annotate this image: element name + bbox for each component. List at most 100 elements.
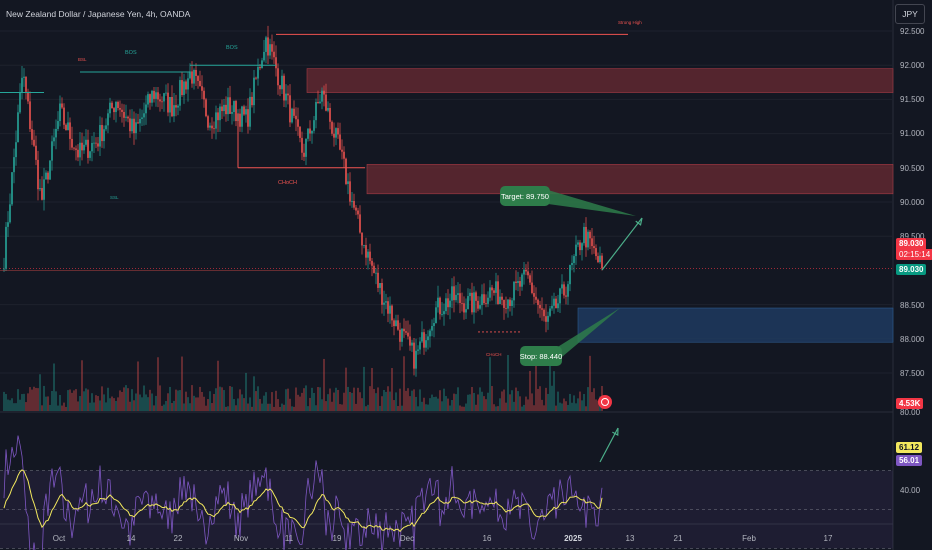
volume-bar [583,394,585,411]
record-icon[interactable] [598,395,612,409]
volume-bar [215,388,217,411]
candle-body [443,311,445,315]
volume-bar [463,406,465,411]
candle-body [583,226,585,244]
candle-body [525,269,527,272]
volume-bar [419,389,421,411]
volume-bar [21,394,23,411]
candle-body [299,126,301,138]
volume-bar [155,395,157,411]
volume-bar [591,392,593,411]
volume-bar [157,357,159,411]
volume-bar [367,404,369,411]
volume-bar [187,397,189,411]
candle-body [453,286,455,301]
volume-bar [543,405,545,411]
volume-bar [571,402,573,411]
volume-bar [237,398,239,411]
time-tick: 22 [173,534,183,543]
candle-body [567,284,569,297]
price-tick: 90.500 [900,164,925,173]
candle-body [577,242,579,245]
candle-body [359,214,361,233]
candle-body [167,92,169,113]
candle-body [193,69,195,84]
volume-bar [95,395,97,411]
volume-bar [177,390,179,411]
volume-bar [423,397,425,411]
candle-body [341,149,343,152]
volume-bar [503,389,505,411]
volume-badge: 4.53K [896,398,924,409]
volume-bar [365,406,367,411]
price-tick: 92.000 [900,61,925,70]
candle-body [99,125,101,147]
candle-body [109,102,111,114]
volume-bar [161,405,163,411]
currency-button[interactable]: JPY [895,4,925,24]
candle-body [79,142,81,158]
candle-body [559,288,561,304]
volume-bar [357,387,359,411]
volume-bar [135,393,137,411]
volume-bar [297,394,299,411]
volume-bar [349,391,351,411]
volume-bar [323,358,325,411]
volume-bar [129,401,131,411]
candle-body [165,92,167,94]
candle-body [63,107,65,125]
volume-bar [469,394,471,411]
volume-bar [487,392,489,411]
volume-bar [547,393,549,411]
volume-bar [491,386,493,411]
candle-body [189,71,191,79]
volume-bar [589,355,591,411]
candle-body [239,113,241,127]
volume-bar [131,389,133,411]
candle-body [27,91,29,102]
volume-bar [295,387,297,411]
candle-body [357,210,359,215]
candle-body [433,323,435,327]
candle-body [251,96,253,106]
volume-bar [401,405,403,411]
volume-bar [383,390,385,411]
candle-body [19,92,21,113]
candle-body [551,305,553,309]
candle-body [245,109,247,115]
candle-body [497,281,499,305]
demand-zone [577,307,894,343]
candle-body [571,262,573,266]
volume-bar [387,386,389,411]
candle-body [329,107,331,122]
candle-body [195,69,197,76]
price-tick: 89.500 [900,232,925,241]
candle-body [153,90,155,99]
volume-bar [223,390,225,411]
volume-bar [75,389,77,411]
candle-body [363,245,365,246]
candle-body [87,139,89,158]
volume-bar [577,398,579,411]
candle-body [219,106,221,121]
candle-body [91,142,93,152]
candle-body [351,200,353,202]
candle-body [143,113,145,118]
candle-body [501,296,503,300]
candle-body [135,122,137,134]
volume-bar [145,394,147,411]
candle-body [327,107,329,111]
volume-bar [97,396,99,411]
volume-bar [493,404,495,411]
volume-bar [431,394,433,411]
candle-body [319,101,321,104]
volume-bar [235,405,237,411]
volume-bar [7,399,9,411]
candle-body [257,67,259,79]
volume-bar [229,386,231,411]
candle-body [315,102,317,121]
candle-body [307,128,309,139]
candle-body [137,122,139,124]
candle-body [519,281,521,287]
